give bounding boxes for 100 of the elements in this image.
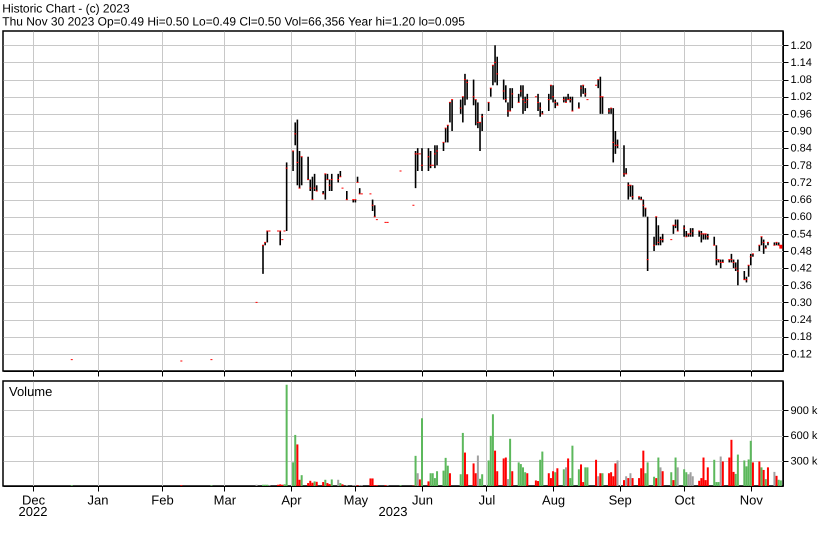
bar bbox=[622, 480, 625, 486]
y-axis-title: Volume bbox=[9, 384, 52, 399]
bar bbox=[522, 467, 524, 486]
x-tick-label: Apr bbox=[281, 492, 302, 508]
bar bbox=[778, 480, 780, 486]
bar bbox=[339, 483, 342, 486]
x-tick-label: May bbox=[344, 492, 369, 508]
bar bbox=[432, 473, 434, 486]
bar bbox=[660, 467, 662, 486]
y-tick-label: 0.18 bbox=[790, 331, 812, 344]
bar bbox=[674, 458, 677, 486]
bar bbox=[662, 471, 664, 486]
x-tick-label: Jun bbox=[412, 492, 433, 508]
bar bbox=[309, 480, 312, 486]
y-tick-label: 0.42 bbox=[790, 262, 812, 275]
bar bbox=[720, 456, 722, 486]
bar bbox=[296, 444, 298, 486]
y-tick-label: 0.90 bbox=[790, 126, 812, 138]
bar bbox=[616, 460, 619, 486]
x-tick-label: Feb bbox=[151, 492, 174, 508]
bar bbox=[760, 467, 763, 486]
y-tick-label: 900 k bbox=[790, 404, 818, 417]
bar bbox=[706, 467, 709, 486]
bar bbox=[602, 473, 604, 486]
bar bbox=[713, 460, 716, 486]
bar bbox=[762, 470, 765, 486]
chart-subtitle: Thu Nov 30 2023 Op=0.49 Hi=0.50 Lo=0.49 Cl=0.50 Vol=66,356 Year hi=1.20 lo=0.095 bbox=[2, 14, 466, 28]
y-tick-label: 0.48 bbox=[790, 246, 812, 258]
y-tick-label: 0.96 bbox=[790, 108, 812, 120]
bar bbox=[773, 472, 776, 486]
bar bbox=[311, 482, 314, 486]
bar bbox=[730, 440, 732, 486]
bar bbox=[492, 414, 494, 486]
bar bbox=[642, 450, 644, 486]
bar bbox=[476, 456, 479, 486]
bar bbox=[629, 473, 632, 486]
bar bbox=[330, 479, 333, 486]
chart-title: Historic Chart - (c) 2023 bbox=[2, 1, 130, 16]
bar bbox=[743, 460, 746, 486]
bar bbox=[750, 440, 752, 486]
bar bbox=[518, 462, 520, 486]
y-tick-label: 0.54 bbox=[790, 228, 812, 240]
x-tick-label: Sep bbox=[608, 492, 632, 508]
y-tick-label: 0.30 bbox=[790, 296, 812, 309]
y-tick-label: 0.72 bbox=[790, 176, 812, 189]
y-tick-label: 0.24 bbox=[790, 314, 812, 326]
bar bbox=[322, 482, 324, 486]
y-tick-label: 1.08 bbox=[790, 74, 812, 86]
y-tick-label: 0.60 bbox=[790, 211, 812, 224]
bar bbox=[372, 478, 374, 486]
bar bbox=[597, 476, 600, 486]
bar bbox=[676, 467, 679, 486]
y-tick-label: 0.36 bbox=[790, 280, 812, 292]
bar bbox=[752, 462, 754, 486]
y-tick-label: 0.78 bbox=[790, 160, 812, 172]
bar bbox=[520, 464, 522, 486]
bar bbox=[286, 384, 288, 486]
bar bbox=[436, 471, 438, 486]
bar bbox=[556, 468, 558, 486]
bar bbox=[657, 458, 660, 486]
bar bbox=[472, 463, 475, 486]
x-tick-label: Mar bbox=[214, 492, 237, 508]
bar bbox=[776, 476, 778, 486]
bar bbox=[326, 483, 328, 486]
bar bbox=[534, 480, 537, 486]
bar bbox=[462, 432, 464, 486]
bar bbox=[502, 458, 505, 486]
bar bbox=[608, 473, 610, 486]
bar bbox=[614, 463, 616, 486]
bar bbox=[421, 418, 424, 486]
x-tick-label: Jul bbox=[478, 492, 496, 508]
bar bbox=[548, 473, 550, 486]
bar bbox=[481, 474, 484, 486]
bar bbox=[672, 480, 674, 486]
y-tick-label: 0.84 bbox=[790, 142, 812, 155]
bar bbox=[571, 446, 574, 486]
bar bbox=[444, 458, 447, 486]
x-tick-label: Aug bbox=[542, 492, 566, 508]
bar bbox=[537, 481, 540, 486]
bar bbox=[584, 467, 586, 486]
bar bbox=[307, 483, 310, 486]
bar bbox=[448, 473, 451, 486]
bar bbox=[511, 471, 514, 486]
x-tick-label: Jan bbox=[88, 492, 109, 508]
bar bbox=[766, 467, 769, 486]
bar bbox=[632, 478, 634, 486]
bar bbox=[718, 482, 720, 486]
bar bbox=[430, 473, 432, 486]
bar bbox=[567, 458, 570, 486]
bar bbox=[300, 475, 303, 486]
bar bbox=[599, 473, 602, 486]
y-tick-label: 600 k bbox=[790, 430, 818, 442]
bar bbox=[294, 434, 296, 486]
bar bbox=[764, 479, 767, 486]
bar bbox=[416, 473, 419, 486]
bar bbox=[580, 464, 582, 486]
bar bbox=[369, 478, 372, 486]
y-tick-label: 1.02 bbox=[790, 91, 812, 104]
bar bbox=[337, 480, 340, 486]
bar bbox=[702, 458, 704, 486]
